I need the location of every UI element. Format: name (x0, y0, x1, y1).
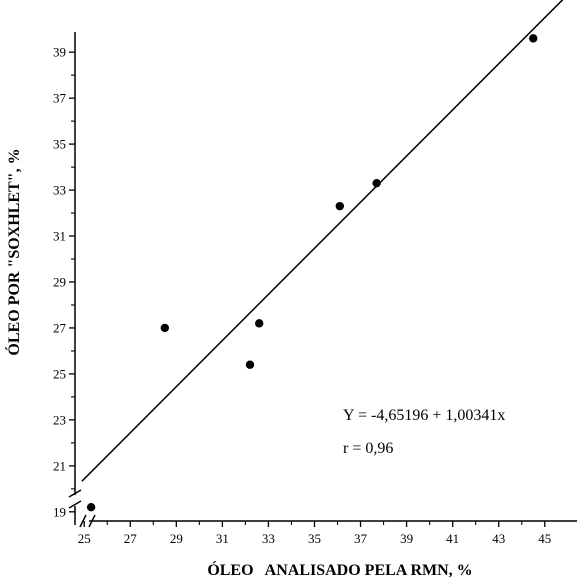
y-tick-label: 21 (53, 458, 66, 473)
regression-equation: Y = -4,65196 + 1,00341x (343, 407, 505, 424)
x-axis: 25 27 29 31 33 35 37 39 41 43 45 (78, 520, 577, 546)
x-tick-label: 35 (308, 531, 321, 546)
y-axis-break (68, 489, 82, 509)
data-point (529, 34, 538, 43)
y-tick-label: 25 (53, 366, 66, 381)
y-axis: 19 21 23 25 27 29 31 33 35 37 39 (53, 32, 76, 525)
data-point (245, 360, 255, 369)
data-point (86, 503, 96, 512)
y-tick-label: 37 (53, 91, 67, 106)
x-tick-label: 29 (170, 531, 183, 546)
y-tick-label: 35 (53, 137, 66, 152)
x-tick-label: 37 (354, 531, 368, 546)
x-tick-label: 33 (262, 531, 275, 546)
regression-line (81, 0, 564, 482)
y-tick-label: 19 (53, 504, 66, 519)
y-tick-label: 31 (53, 229, 66, 244)
x-tick-label: 39 (400, 531, 413, 546)
x-axis-title: ÓLEO ANALISADO PELA RMN, % (207, 560, 472, 579)
axis-break-mark (68, 489, 96, 528)
x-ticks: 25 27 29 31 33 35 37 39 41 43 45 (78, 521, 551, 546)
correlation-coefficient: r = 0,96 (343, 440, 393, 457)
data-point (255, 319, 264, 328)
y-axis-title: ÓLEO POR "SOXHLET", % (4, 148, 23, 355)
data-points (86, 34, 538, 512)
y-ticks: 19 21 23 25 27 29 31 33 35 37 39 (53, 45, 75, 519)
x-tick-label: 45 (538, 531, 551, 546)
y-tick-label: 29 (53, 274, 66, 289)
x-axis-break (79, 514, 96, 528)
x-tick-label: 31 (216, 531, 229, 546)
y-tick-label: 27 (53, 320, 67, 335)
data-point (335, 201, 345, 211)
x-tick-label: 27 (124, 531, 138, 546)
y-tick-label: 39 (53, 45, 66, 60)
data-point (160, 323, 170, 333)
y-tick-label: 33 (53, 183, 66, 198)
x-tick-label: 25 (78, 531, 91, 546)
x-tick-label: 43 (492, 531, 505, 546)
data-point (372, 178, 381, 188)
y-tick-label: 23 (53, 412, 66, 427)
x-tick-label: 41 (446, 531, 459, 546)
